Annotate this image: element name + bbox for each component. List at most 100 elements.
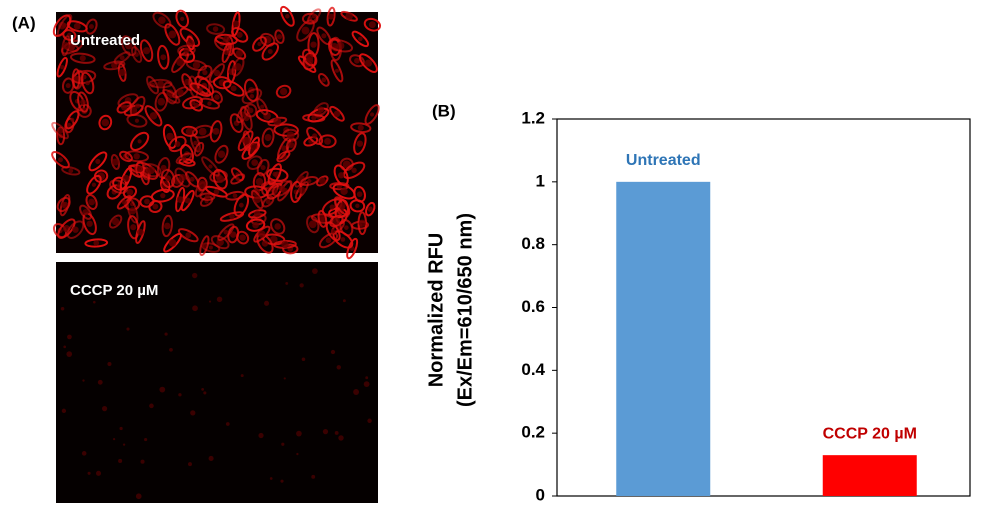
cell xyxy=(119,166,133,190)
cell xyxy=(357,211,367,236)
cell xyxy=(358,53,378,73)
nucleus xyxy=(111,158,119,166)
nucleus xyxy=(265,199,271,205)
nucleus xyxy=(338,202,346,210)
cell xyxy=(199,97,220,110)
cell xyxy=(222,80,245,97)
cell-dim xyxy=(208,455,214,461)
nucleus xyxy=(270,235,278,244)
nucleus xyxy=(198,180,207,188)
cell xyxy=(157,44,170,70)
cell-dim xyxy=(159,386,166,393)
cell xyxy=(317,209,328,228)
cell xyxy=(80,71,95,95)
nucleus xyxy=(196,147,202,152)
cell xyxy=(210,235,230,250)
cell xyxy=(307,107,330,123)
nucleus xyxy=(310,41,317,48)
cell-dim xyxy=(367,418,372,423)
cell-dim xyxy=(338,435,344,441)
nucleus xyxy=(239,234,246,241)
nucleus xyxy=(192,61,201,69)
nucleus xyxy=(166,132,174,141)
nucleus xyxy=(301,26,310,35)
cell xyxy=(333,196,351,216)
nucleus xyxy=(247,107,254,114)
cell xyxy=(108,214,123,229)
cell-dim xyxy=(203,391,207,395)
cell-dim xyxy=(95,470,102,476)
nucleus xyxy=(273,117,282,126)
nucleus xyxy=(230,85,237,92)
cell xyxy=(131,46,143,63)
cell xyxy=(168,135,187,153)
nucleus xyxy=(208,245,213,250)
y-tick-label: 0.6 xyxy=(521,297,545,316)
nucleus xyxy=(169,94,174,99)
nucleus xyxy=(157,80,164,87)
nucleus xyxy=(358,36,363,42)
image-label: CCCP 20 µM xyxy=(70,282,158,299)
bar-label: Untreated xyxy=(626,152,701,169)
cell xyxy=(57,218,76,239)
nucleus xyxy=(212,26,219,32)
cell-dim xyxy=(299,283,304,288)
nucleus xyxy=(204,193,211,200)
nucleus xyxy=(128,207,137,215)
nucleus xyxy=(328,13,335,20)
cell xyxy=(178,47,196,63)
cell xyxy=(271,180,293,197)
nucleus xyxy=(235,49,244,58)
cell xyxy=(210,90,223,104)
nucleus xyxy=(61,202,66,207)
nucleus xyxy=(82,209,89,216)
cell xyxy=(317,73,330,87)
image-cccp xyxy=(56,262,378,503)
cell-dim xyxy=(82,379,85,382)
nucleus xyxy=(234,63,242,71)
nucleus xyxy=(168,30,177,39)
cell xyxy=(261,42,280,61)
nucleus xyxy=(369,112,375,117)
nucleus xyxy=(224,50,230,56)
cell xyxy=(267,163,282,186)
cell xyxy=(148,78,173,89)
nucleus xyxy=(160,54,167,61)
nucleus xyxy=(235,176,240,182)
y-tick-label: 0 xyxy=(536,485,545,504)
y-tick-label: 1 xyxy=(536,171,545,190)
cell xyxy=(330,59,344,83)
cell-dim xyxy=(285,281,289,285)
cell-dim xyxy=(336,365,341,370)
nucleus xyxy=(201,243,207,249)
nucleus xyxy=(242,136,251,145)
nucleus xyxy=(176,196,184,203)
nucleus xyxy=(70,117,75,122)
nucleus xyxy=(305,54,314,62)
nucleus xyxy=(330,228,336,234)
cell xyxy=(199,235,210,257)
nucleus xyxy=(336,41,345,50)
nucleus xyxy=(193,140,198,146)
nucleus xyxy=(321,77,327,83)
cells xyxy=(51,5,382,260)
cell xyxy=(326,6,336,27)
nucleus xyxy=(198,87,203,92)
cell xyxy=(241,88,263,105)
nucleus xyxy=(168,238,177,247)
cell xyxy=(274,29,285,45)
cell xyxy=(162,123,178,149)
nucleus xyxy=(308,220,317,229)
cell xyxy=(71,68,81,89)
cell xyxy=(243,103,258,118)
nucleus xyxy=(229,213,235,220)
cell xyxy=(79,204,93,220)
cell xyxy=(306,8,322,24)
y-axis-label: (Ex/Em=610/650 nm) xyxy=(454,213,476,407)
cell-dim xyxy=(296,452,299,456)
nucleus xyxy=(58,157,63,163)
nucleus xyxy=(130,224,137,231)
cell-dim xyxy=(149,403,154,409)
cell xyxy=(197,64,213,81)
